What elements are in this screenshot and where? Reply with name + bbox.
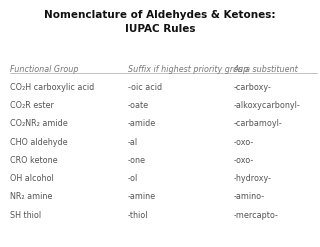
Text: Suffix if highest priority group: Suffix if highest priority group [128,65,248,74]
Text: CRO ketone: CRO ketone [10,156,57,165]
Text: -ol: -ol [128,174,138,183]
Text: SH thiol: SH thiol [10,211,41,220]
Text: -carboxy-: -carboxy- [234,83,271,92]
Text: -oxo-: -oxo- [234,138,254,146]
Text: -amide: -amide [128,119,156,128]
Text: -thiol: -thiol [128,211,148,220]
Text: -oate: -oate [128,101,149,110]
Text: -carbamoyl-: -carbamoyl- [234,119,282,128]
Text: Functional Group: Functional Group [10,65,78,74]
Text: -oxo-: -oxo- [234,156,254,165]
Text: -amine: -amine [128,192,156,201]
Text: NR₂ amine: NR₂ amine [10,192,52,201]
Text: Nomenclature of Aldehydes & Ketones:
IUPAC Rules: Nomenclature of Aldehydes & Ketones: IUP… [44,10,276,34]
Text: -one: -one [128,156,146,165]
Text: CHO aldehyde: CHO aldehyde [10,138,67,146]
Text: -al: -al [128,138,138,146]
Text: CO₂H carboxylic acid: CO₂H carboxylic acid [10,83,94,92]
Text: -hydroxy-: -hydroxy- [234,174,272,183]
Text: CO₂R ester: CO₂R ester [10,101,53,110]
Text: -mercapto-: -mercapto- [234,211,278,220]
Text: -alkoxycarbonyl-: -alkoxycarbonyl- [234,101,300,110]
Text: -amino-: -amino- [234,192,265,201]
Text: CO₂NR₂ amide: CO₂NR₂ amide [10,119,67,128]
Text: -oic acid: -oic acid [128,83,162,92]
Text: As a substituent: As a substituent [234,65,298,74]
Text: OH alcohol: OH alcohol [10,174,53,183]
